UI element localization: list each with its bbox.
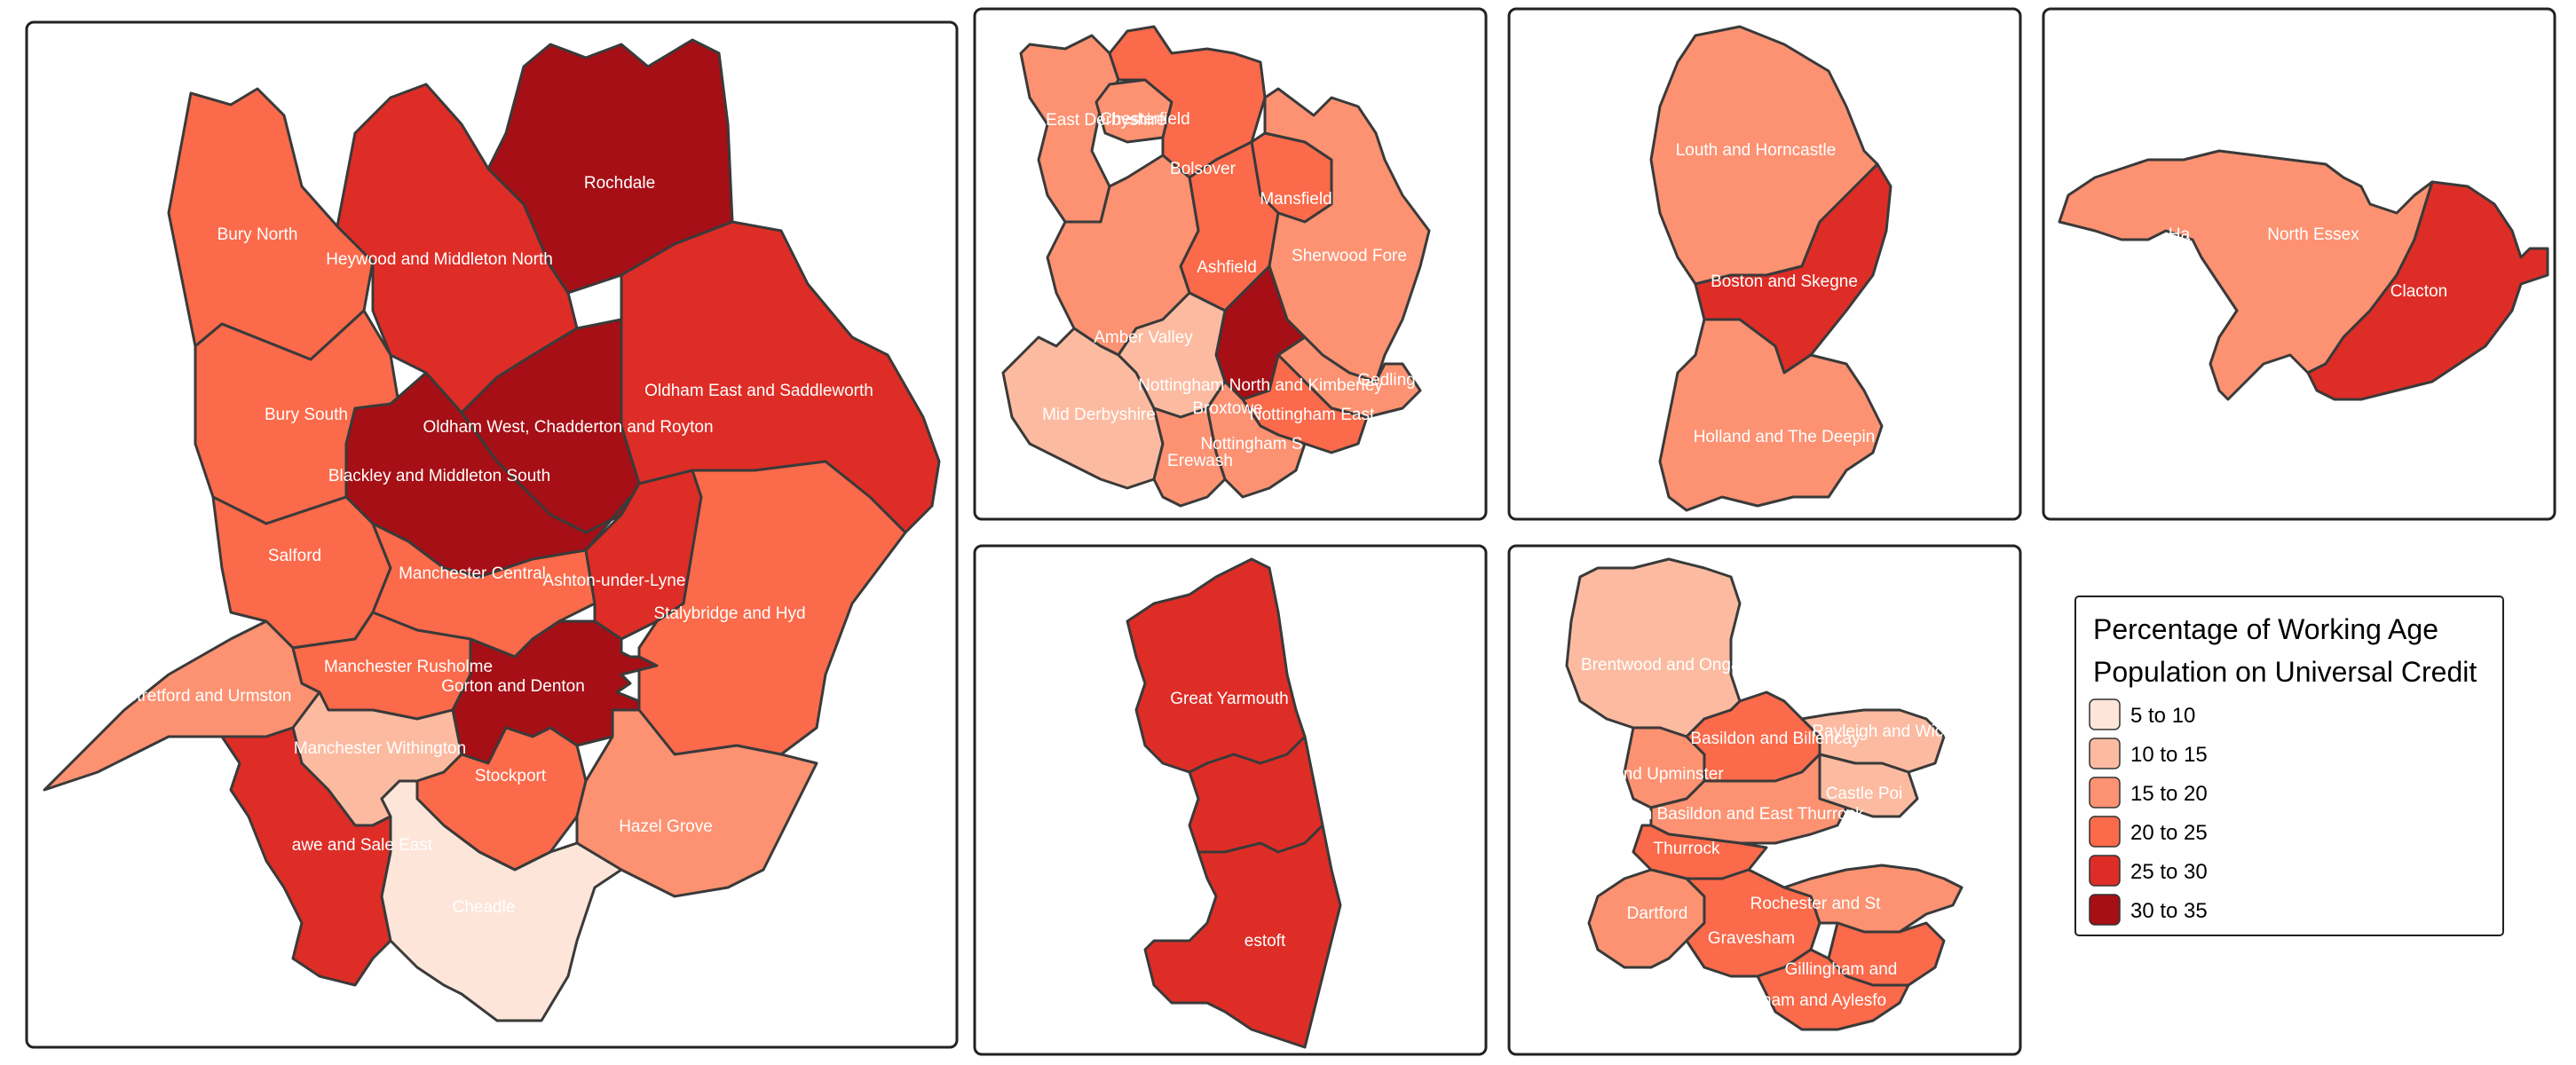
label-clacton: Clacton xyxy=(2390,282,2447,301)
label-cheadle: Cheadle xyxy=(453,898,516,917)
region-rochester-and-strood[interactable] xyxy=(1782,864,1964,934)
label-nottingham-south: Nottingham S xyxy=(1200,435,1302,454)
label-oldham-east-and-saddleworth: Oldham East and Saddleworth xyxy=(644,382,873,400)
region-hazel-grove[interactable] xyxy=(575,708,818,898)
panel-lincolnshire: Louth and Horncastle Boston and Skegne H… xyxy=(1507,7,2022,521)
label-stretford-and-urmston: Stretford and Urmston xyxy=(126,687,292,706)
region-thurrock[interactable] xyxy=(1632,824,1768,880)
label-south-basildon-and-east-thurrock: outh Basildon and East Thurrock xyxy=(1619,805,1864,824)
label-basildon-and-billericay: Basildon and Billericay xyxy=(1690,730,1861,748)
legend-label-20-to-25: 20 to 25 xyxy=(2130,821,2208,845)
legend-swatch-15-to-20 xyxy=(2089,777,2121,809)
legend-swatch-30-to-35 xyxy=(2089,894,2121,926)
label-hazel-grove: Hazel Grove xyxy=(619,817,713,836)
panel-east-coast: Great Yarmouth estoft xyxy=(973,544,1488,1056)
region-erewash[interactable] xyxy=(1152,406,1227,508)
region-broxtowe[interactable] xyxy=(1117,291,1227,419)
label-mansfield: Mansfield xyxy=(1260,190,1331,209)
label-chesterfield: Chesterfield xyxy=(1100,110,1189,129)
legend-swatch-5-to-10 xyxy=(2089,698,2121,730)
region-clacton[interactable] xyxy=(2306,180,2549,401)
region-wythenshawe-and-sale-east[interactable] xyxy=(220,726,392,987)
label-rochester-and-strood: Rochester and St xyxy=(1750,895,1882,913)
legend-box xyxy=(2074,596,2504,936)
label-thurrock: Thurrock xyxy=(1654,840,1720,858)
legend-label-5-to-10: 5 to 10 xyxy=(2130,704,2195,728)
legend: Percentage of Working Age Population on … xyxy=(2074,596,2504,936)
label-bury-south: Bury South xyxy=(265,406,348,424)
region-rochdale[interactable] xyxy=(486,38,734,295)
label-gedling: Gedling xyxy=(1357,371,1416,390)
label-blackley-and-middleton-south: Blackley and Middleton South xyxy=(328,467,550,485)
label-hornchurch-and-upminster: n and Upminster xyxy=(1600,765,1724,784)
panel-greater-manchester: Bury North Heywood and Middleton North R… xyxy=(25,20,959,1049)
label-north-essex: North Essex xyxy=(2267,225,2359,244)
label-gillingham-and-rainham: Gillingham and xyxy=(1785,960,1898,979)
legend-swatch-20-to-25 xyxy=(2089,816,2121,848)
label-manchester-withington: Manchester Withington xyxy=(294,739,466,758)
label-castle-point: Castle Poi xyxy=(1826,785,1903,803)
legend-label-10-to-15: 10 to 15 xyxy=(2130,743,2208,767)
label-nottingham-east: Nottingham East xyxy=(1250,406,1375,424)
label-oldham-west-chadderton-and-royton: Oldham West, Chadderton and Royton xyxy=(423,418,713,437)
legend-title-line1: Percentage of Working Age xyxy=(2093,613,2438,645)
label-brentwood-and-ongar: Brentwood and Ongar xyxy=(1581,656,1747,674)
label-stalybridge-and-hyde: Stalybridge and Hyd xyxy=(653,604,805,623)
legend-swatch-10-to-15 xyxy=(2089,738,2121,769)
label-dartford: Dartford xyxy=(1627,904,1688,923)
label-great-yarmouth: Great Yarmouth xyxy=(1170,690,1288,708)
panel-north-essex: Ha North Essex Clacton xyxy=(2042,7,2556,521)
label-rayleigh-and-wickford: Rayleigh and Wick xyxy=(1812,722,1952,741)
panel-south-essex-kent: Brentwood and Ongar n and Upminster Basi… xyxy=(1507,544,2022,1056)
label-bolsover: Bolsover xyxy=(1170,160,1237,178)
label-chatham-and-aylesford: Chatham and Aylesfo xyxy=(1727,991,1886,1010)
region-lowestoft[interactable] xyxy=(1143,824,1342,1049)
region-cheadle[interactable] xyxy=(380,779,623,1022)
label-heywood-and-middleton-north: Heywood and Middleton North xyxy=(326,250,553,269)
label-south-holland-and-the-deepings: Holland and The Deepin xyxy=(1694,428,1876,446)
region-chatham-and-aylesford[interactable] xyxy=(1756,948,1910,1031)
label-ashfield: Ashfield xyxy=(1197,258,1257,277)
label-stockport: Stockport xyxy=(475,767,547,785)
label-louth-and-horncastle: Louth and Horncastle xyxy=(1676,141,1837,160)
label-gravesham: Gravesham xyxy=(1708,929,1795,948)
label-manchester-central: Manchester Central xyxy=(399,564,546,583)
label-manchester-rusholme: Manchester Rusholme xyxy=(324,658,493,676)
region-brentwood-and-ongar[interactable] xyxy=(1565,557,1742,738)
label-harwich: Ha xyxy=(2169,225,2191,244)
legend-title-line2: Population on Universal Credit xyxy=(2093,656,2477,688)
label-gorton-and-denton: Gorton and Denton xyxy=(441,677,585,696)
label-amber-valley: Amber Valley xyxy=(1094,328,1193,347)
panel-east-midlands: rth East Derbyshire Chesterfield Bolsove… xyxy=(973,7,1488,521)
label-nottingham-north-and-kimberley: Nottingham North and Kimberley xyxy=(1138,376,1383,395)
legend-label-15-to-20: 15 to 20 xyxy=(2130,782,2208,806)
region-north-east-derbyshire[interactable] xyxy=(1019,34,1120,224)
legend-swatch-25-to-30 xyxy=(2089,855,2121,887)
label-bury-north: Bury North xyxy=(217,225,298,244)
label-north-east-derbyshire: rth East Derbyshire xyxy=(1022,111,1166,130)
label-sherwood-forest: Sherwood Fore xyxy=(1292,247,1407,265)
label-broxtowe: Broxtowe xyxy=(1192,399,1262,418)
label-mid-derbyshire: Mid Derbyshire xyxy=(1042,406,1156,424)
label-lowestoft: estoft xyxy=(1245,932,1286,951)
label-salford: Salford xyxy=(268,547,321,565)
label-rochdale: Rochdale xyxy=(584,174,655,193)
label-wythenshawe-and-sale-east: awe and Sale East xyxy=(292,836,433,855)
label-boston-and-skegness: Boston and Skegne xyxy=(1711,272,1858,291)
label-erewash: Erewash xyxy=(1167,452,1233,470)
region-south-holland-and-the-deepings[interactable] xyxy=(1658,318,1884,512)
legend-label-25-to-30: 25 to 30 xyxy=(2130,860,2208,884)
legend-label-30-to-35: 30 to 35 xyxy=(2130,899,2208,923)
label-ashton-under-lyne: Ashton-under-Lyne xyxy=(543,572,686,590)
